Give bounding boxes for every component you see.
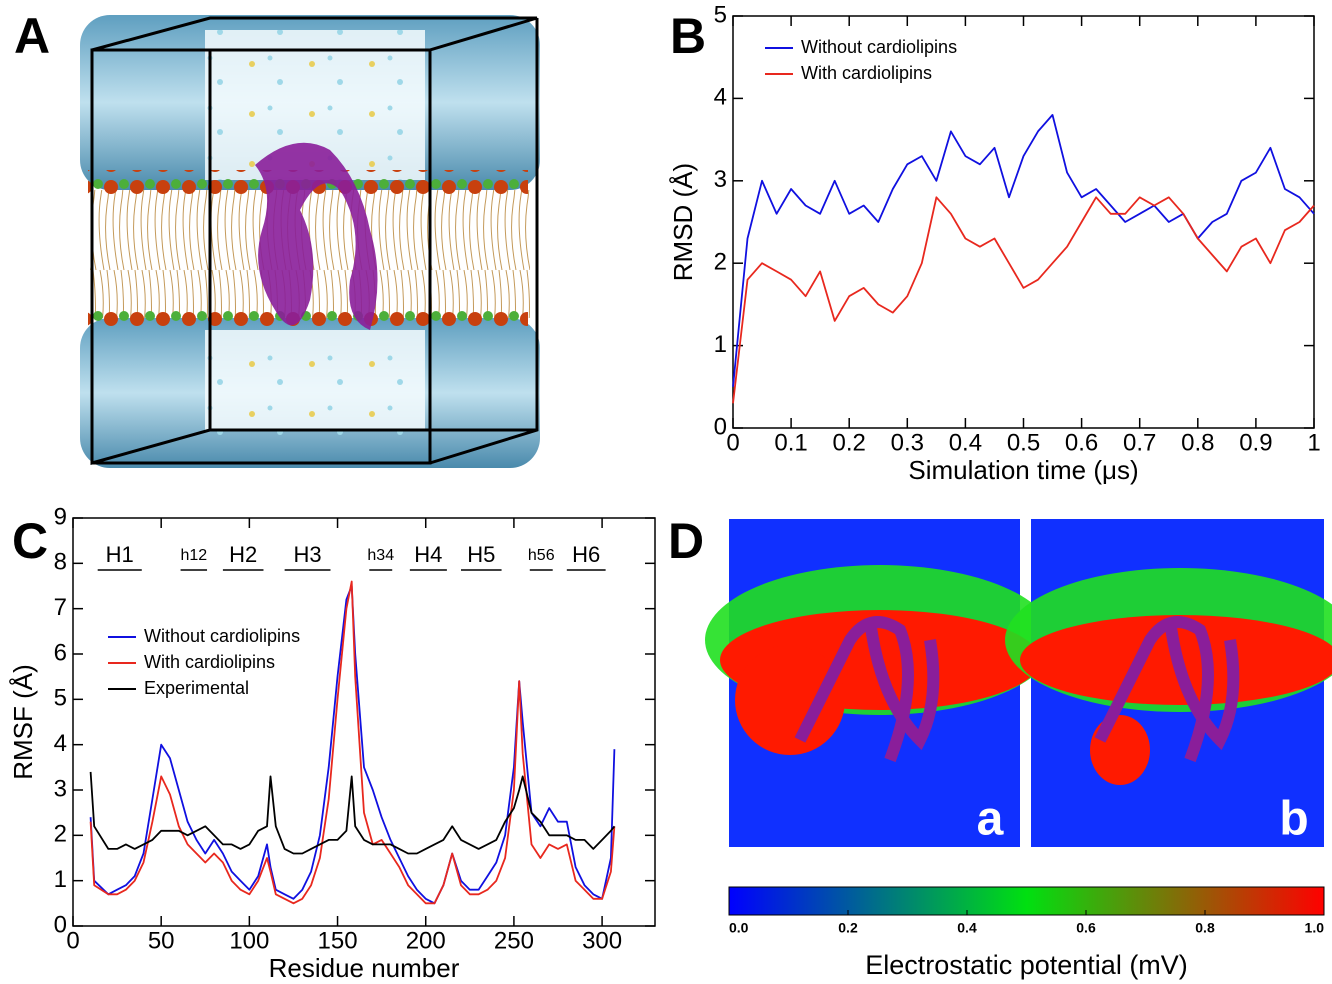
panel-label: B xyxy=(670,8,706,64)
map-label: b xyxy=(1279,793,1308,846)
protein xyxy=(255,142,378,330)
x-axis-label: Residue number xyxy=(269,953,460,983)
colorbar-tick-label: 0.0 xyxy=(729,920,749,936)
x-tick-label: 0 xyxy=(66,927,79,954)
y-axis-label: RMSD (Å) xyxy=(668,163,698,281)
colorbar-tick-label: 0.4 xyxy=(957,920,977,936)
x-tick-label: 100 xyxy=(229,927,269,954)
y-tick-label: 8 xyxy=(54,549,67,576)
x-tick-label: 0 xyxy=(726,429,739,456)
box-outline xyxy=(90,16,539,465)
map-label: a xyxy=(977,793,1004,846)
helix-label: H4 xyxy=(414,542,442,567)
helix-label: h34 xyxy=(367,547,394,564)
x-axis-label: Simulation time (μs) xyxy=(908,455,1138,485)
legend-label: Without cardiolipins xyxy=(144,626,300,646)
colorbar-tick-label: 0.2 xyxy=(838,920,858,936)
x-tick-label: 50 xyxy=(148,927,175,954)
helix-label: H1 xyxy=(106,542,134,567)
y-tick-label: 5 xyxy=(714,1,727,28)
y-tick-label: 3 xyxy=(714,166,727,193)
y-tick-label: 0 xyxy=(54,911,67,938)
legend-label: With cardiolipins xyxy=(801,63,932,83)
series-line xyxy=(89,580,616,905)
x-tick-label: 0.7 xyxy=(1123,429,1156,456)
panel-label: A xyxy=(14,8,50,64)
head-groups xyxy=(88,308,528,332)
map-region xyxy=(1090,715,1150,785)
helix-label: h12 xyxy=(180,547,207,564)
x-tick-label: 0.6 xyxy=(1065,429,1098,456)
legend-label: Experimental xyxy=(144,678,249,698)
potential-map-b xyxy=(1005,519,1332,847)
x-tick-label: 0.1 xyxy=(774,429,807,456)
series-line xyxy=(89,771,616,855)
legend-label: Without cardiolipins xyxy=(801,37,957,57)
protein xyxy=(1094,616,1240,763)
x-tick-label: 0.5 xyxy=(1007,429,1040,456)
x-tick-label: 0.2 xyxy=(833,429,866,456)
plot-frame xyxy=(72,517,656,927)
x-tick-label: 0.4 xyxy=(949,429,982,456)
helix-label: H6 xyxy=(572,542,600,567)
legend-label: With cardiolipins xyxy=(144,652,275,672)
x-tick-label: 0.3 xyxy=(891,429,924,456)
x-tick-label: 300 xyxy=(582,927,622,954)
x-tick-label: 1 xyxy=(1307,429,1320,456)
x-tick-label: 200 xyxy=(406,927,446,954)
x-tick-label: 0.9 xyxy=(1239,429,1272,456)
colorbar-tick-label: 0.8 xyxy=(1195,920,1215,936)
helix-label: h56 xyxy=(528,547,555,564)
helix-label: H2 xyxy=(229,542,257,567)
y-tick-label: 4 xyxy=(54,730,67,757)
panel-label: D xyxy=(668,513,704,569)
ions xyxy=(205,335,425,435)
helix-label: H3 xyxy=(294,542,322,567)
y-tick-label: 5 xyxy=(54,685,67,712)
y-tick-label: 2 xyxy=(714,249,727,276)
colorbar-tick-label: 1.0 xyxy=(1305,920,1325,936)
helix-label: H5 xyxy=(467,542,495,567)
y-tick-label: 9 xyxy=(54,503,67,530)
map-region xyxy=(735,645,845,755)
colorbar-tick-label: 0.6 xyxy=(1076,920,1096,936)
colorbar xyxy=(728,886,1325,916)
y-tick-label: 1 xyxy=(714,331,727,358)
series-line xyxy=(732,114,1315,387)
y-tick-label: 1 xyxy=(54,866,67,893)
x-tick-label: 0.8 xyxy=(1181,429,1214,456)
y-tick-label: 0 xyxy=(714,413,727,440)
membrane-illustration xyxy=(80,15,540,468)
y-tick-label: 3 xyxy=(54,775,67,802)
series-line xyxy=(732,196,1315,404)
x-tick-label: 150 xyxy=(318,927,358,954)
y-tick-label: 7 xyxy=(54,594,67,621)
y-axis-label: RMSF (Å) xyxy=(8,664,38,780)
colorbar-label: Electrostatic potential (mV) xyxy=(865,950,1188,980)
x-tick-label: 250 xyxy=(494,927,534,954)
y-tick-label: 4 xyxy=(714,84,727,111)
panel-label: C xyxy=(12,513,48,569)
y-tick-label: 6 xyxy=(54,639,67,666)
potential-map-a xyxy=(705,519,1055,847)
protein xyxy=(794,616,940,763)
y-tick-label: 2 xyxy=(54,821,67,848)
